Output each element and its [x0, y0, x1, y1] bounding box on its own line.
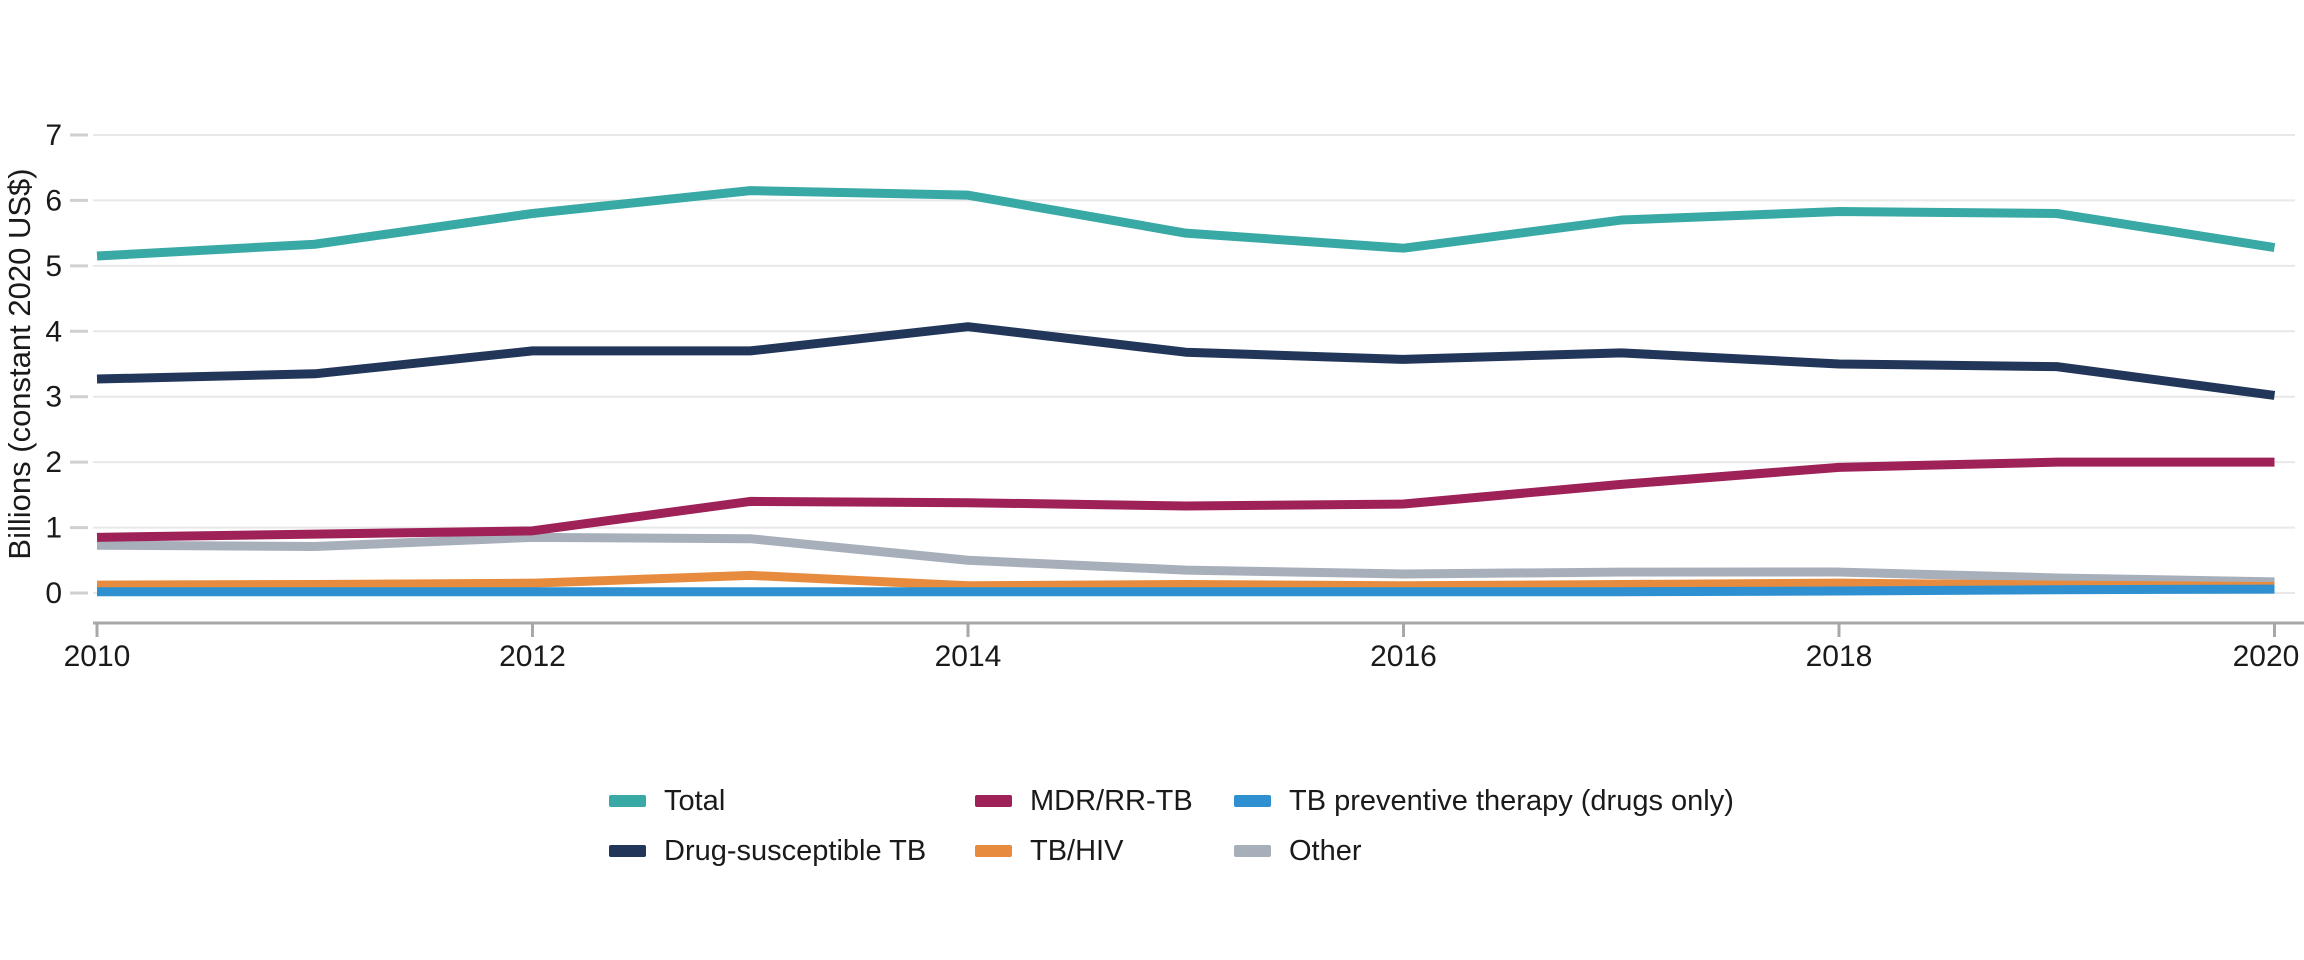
y-tick-label-3: 3 [45, 381, 62, 414]
x-tick-label-2014: 2014 [935, 640, 1002, 673]
y-tick-label-0: 0 [45, 577, 62, 610]
legend-item-drug-susceptible-tb: Drug-susceptible TB [609, 826, 975, 876]
y-tick-label-5: 5 [45, 250, 62, 283]
y-axis-title: Billions (constant 2020 US$) [2, 168, 37, 559]
legend-item-total: Total [609, 776, 975, 826]
legend-swatch-icon [975, 795, 1012, 807]
y-tick-label-6: 6 [45, 184, 62, 217]
line-series-tb-preventive-therapy-drugs-only- [97, 584, 2275, 597]
legend-swatch-icon [975, 845, 1012, 857]
x-tick-label-2020: 2020 [2233, 640, 2300, 673]
y-tick-label-7: 7 [45, 119, 62, 152]
x-tick-label-2018: 2018 [1806, 640, 1873, 673]
legend-swatch-icon [1234, 795, 1271, 807]
legend-item-other: Other [1234, 826, 1734, 876]
legend-label: TB preventive therapy (drugs only) [1289, 784, 1734, 817]
legend-item-mdr-rr-tb: MDR/RR-TB [975, 776, 1234, 826]
legend-swatch-icon [609, 845, 646, 857]
legend-swatch-icon [1234, 845, 1271, 857]
legend-item-tb-preventive-therapy-drugs-only-: TB preventive therapy (drugs only) [1234, 776, 1734, 826]
y-tick-label-1: 1 [45, 512, 62, 545]
x-tick-label-2012: 2012 [499, 640, 566, 673]
legend-label: TB/HIV [1030, 834, 1124, 867]
line-series-drug-susceptible-tb [96, 322, 2276, 400]
tb-funding-line-chart: 0 1 2 3 4 5 6 7 2010 2012 2014 2016 2018 2020 Billions… [2, 119, 2304, 673]
legend-item-tb-hiv: TB/HIV [975, 826, 1234, 876]
x-tick-label-2016: 2016 [1370, 640, 1437, 673]
y-tick-label-2: 2 [45, 446, 62, 479]
line-series-total [96, 186, 2276, 261]
legend-label: Drug-susceptible TB [664, 834, 927, 867]
legend-label: Other [1289, 834, 1362, 867]
legend-label: MDR/RR-TB [1030, 784, 1193, 817]
line-series-other [96, 532, 2275, 587]
line-series-tb-hiv [96, 570, 2275, 591]
x-tick-label-2010: 2010 [64, 640, 131, 673]
legend-label: Total [664, 784, 726, 817]
chart-legend: Total MDR/RR-TB TB preventive therapy (dru… [609, 776, 1734, 876]
y-tick-label-4: 4 [45, 315, 62, 348]
legend-swatch-icon [609, 795, 646, 807]
line-series-mdr-rr-tb [96, 457, 2275, 542]
